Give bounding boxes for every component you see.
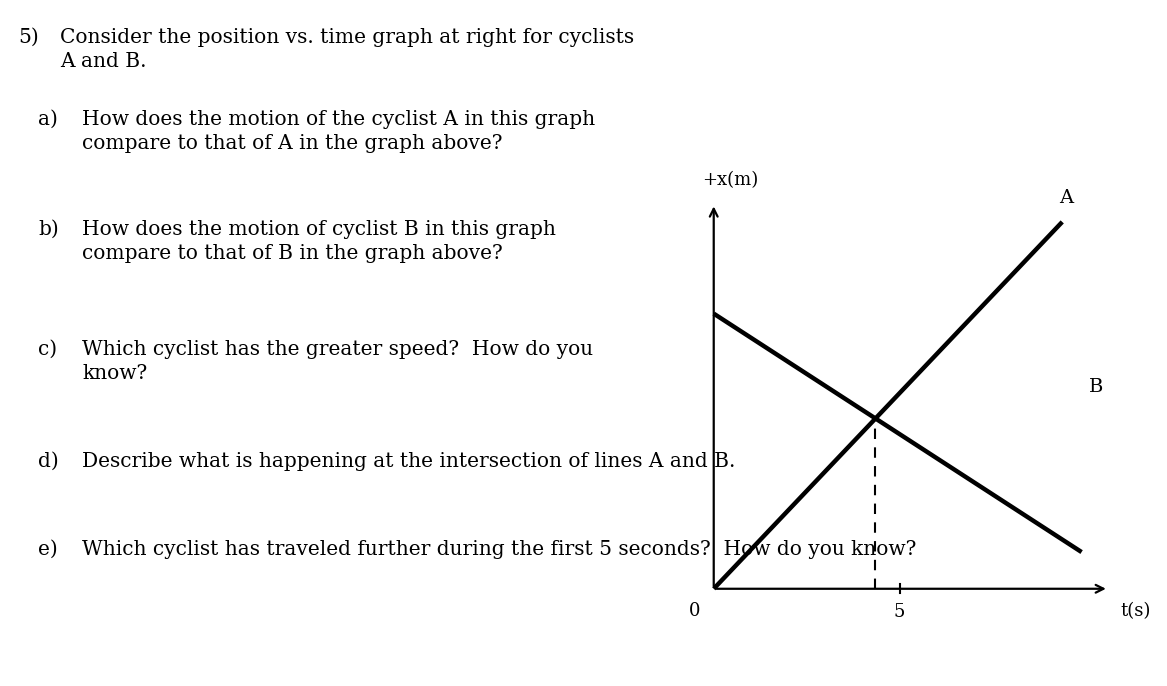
Text: compare to that of B in the graph above?: compare to that of B in the graph above? [82,244,503,263]
Text: t(s): t(s) [1120,602,1151,619]
Text: a): a) [39,110,58,129]
Text: e): e) [39,540,57,559]
Text: Describe what is happening at the intersection of lines A and B.: Describe what is happening at the inters… [82,452,735,471]
Text: d): d) [39,452,58,471]
Text: 0: 0 [689,602,700,619]
Text: How does the motion of cyclist B in this graph: How does the motion of cyclist B in this… [82,220,555,239]
Text: compare to that of A in the graph above?: compare to that of A in the graph above? [82,134,503,153]
Text: c): c) [39,340,57,359]
Text: know?: know? [82,364,147,383]
Text: B: B [1089,378,1104,396]
Text: A: A [1058,189,1074,207]
Text: How does the motion of the cyclist A in this graph: How does the motion of the cyclist A in … [82,110,595,129]
Text: Which cyclist has traveled further during the first 5 seconds?  How do you know?: Which cyclist has traveled further durin… [82,540,916,559]
Text: Consider the position vs. time graph at right for cyclists: Consider the position vs. time graph at … [60,28,634,47]
Text: 5: 5 [894,604,906,622]
Text: A and B.: A and B. [60,52,147,71]
Text: +x(m): +x(m) [703,171,759,189]
Text: Which cyclist has the greater speed?  How do you: Which cyclist has the greater speed? How… [82,340,593,359]
Text: b): b) [39,220,58,239]
Text: 5): 5) [18,28,39,47]
